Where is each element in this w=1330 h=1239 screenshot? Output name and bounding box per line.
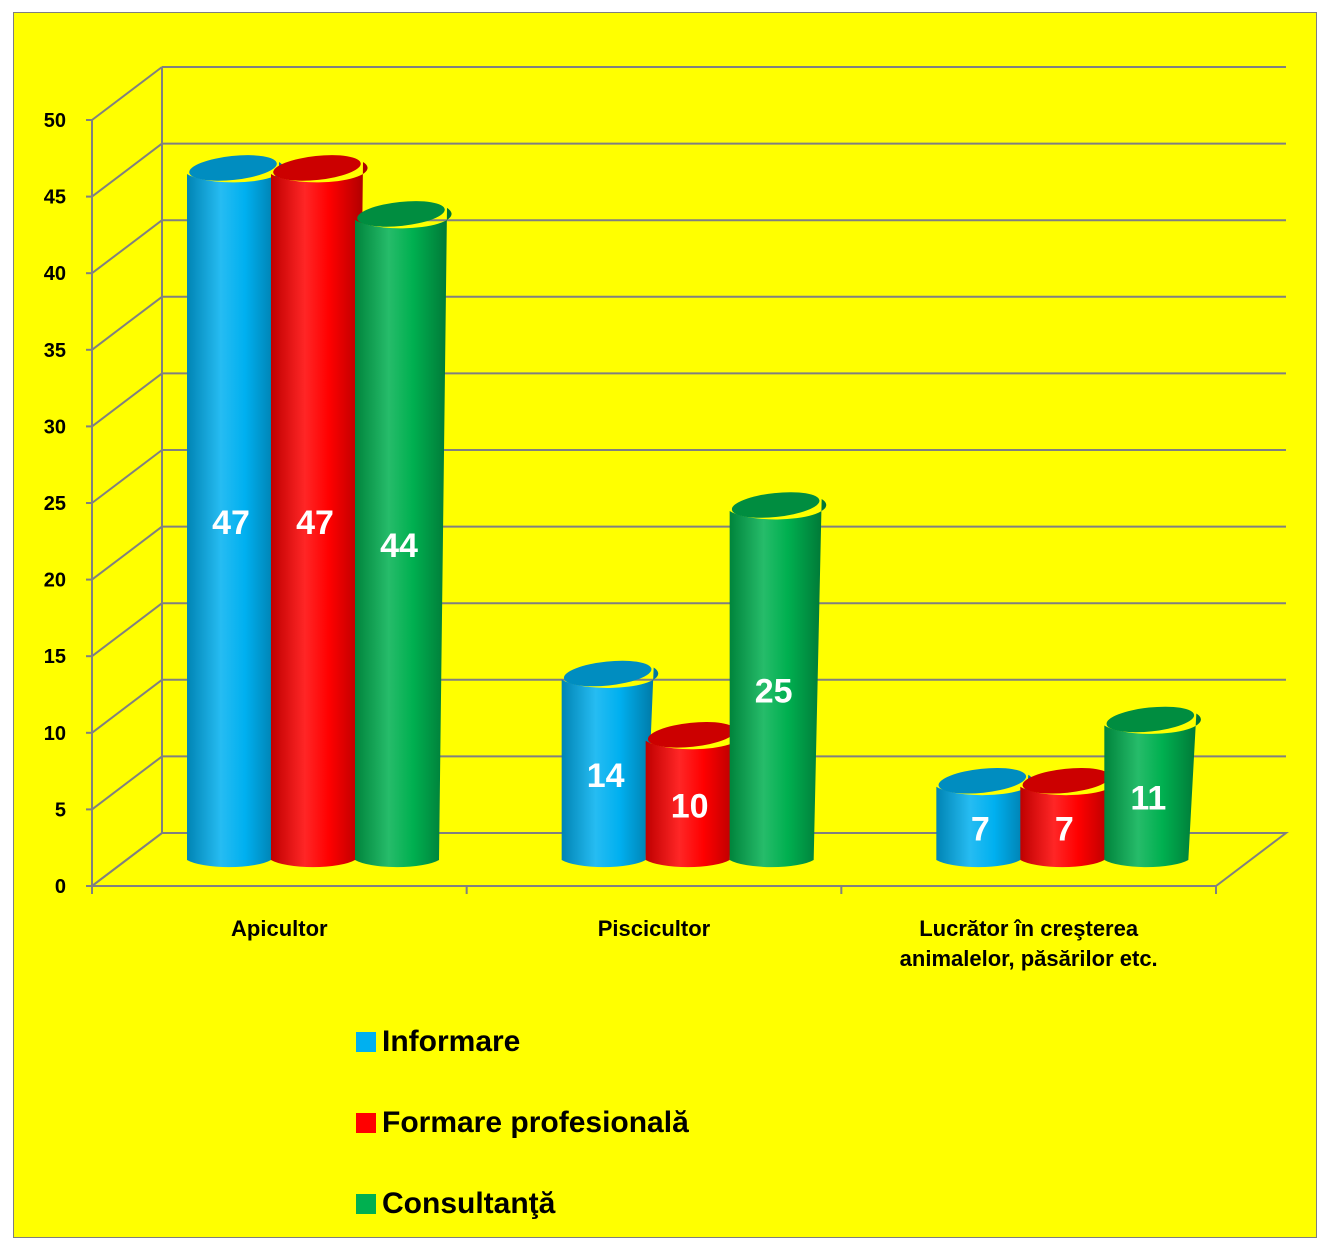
- bar-top: [1022, 767, 1111, 794]
- bar-top: [647, 722, 736, 748]
- gridline-side: [91, 602, 163, 657]
- gridline-side: [91, 142, 163, 198]
- bar-body: [645, 728, 743, 868]
- gridline-side: [91, 449, 163, 504]
- legend-item-formare: Formare profesională: [356, 1106, 689, 1140]
- bar-top: [1106, 706, 1195, 733]
- x-tick-label: Piscicultor: [598, 916, 711, 941]
- gridline-side: [91, 372, 163, 428]
- gridline-side: [91, 679, 163, 734]
- bar-consultan--0: [355, 201, 452, 868]
- legend-swatch-consultanta: [356, 1194, 376, 1214]
- y-tick-label: 40: [44, 263, 66, 285]
- legend-item-informare: Informare: [356, 1025, 520, 1059]
- data-label: 10: [671, 787, 709, 825]
- bar-consultan--1: [729, 492, 827, 868]
- bar-body: [1020, 774, 1117, 868]
- bars: [187, 155, 1201, 868]
- legend-item-consultanta: Consultanţă: [356, 1187, 555, 1221]
- y-tick-label: 5: [55, 799, 66, 821]
- data-label: 14: [587, 757, 625, 795]
- data-label: 7: [971, 810, 990, 848]
- data-label: 44: [380, 527, 418, 565]
- y-tick-label: 45: [44, 187, 66, 209]
- y-tick-label: 30: [44, 416, 66, 438]
- bar-body: [187, 161, 284, 868]
- gridline-side: [91, 219, 163, 274]
- legend-label-consultanta: Consultanţă: [382, 1187, 556, 1220]
- bar-body: [561, 667, 659, 868]
- bar-informare-1: [561, 660, 659, 868]
- axes: 0 5 10 15 20 25 30 35 40 45 50 Apicultor Piscicultor…: [44, 67, 1289, 971]
- data-label: 47: [296, 504, 334, 542]
- y-tick-label: 10: [44, 723, 66, 745]
- bar-body: [1104, 713, 1201, 868]
- x-tick-label: Lucrător în creşterea animalelor, păsăril…: [900, 916, 1158, 971]
- data-label: 11: [1130, 780, 1166, 818]
- y-tick-label: 15: [44, 646, 66, 668]
- y-tick-label: 35: [44, 340, 66, 362]
- bar-body: [936, 774, 1033, 868]
- bar-top: [357, 201, 445, 227]
- gridline-side: [91, 296, 163, 351]
- legend-swatch-informare: [356, 1032, 376, 1052]
- bar-informare-0: [187, 155, 284, 868]
- bar-body: [271, 161, 368, 868]
- bar-top: [189, 155, 277, 181]
- y-tick-label: 0: [55, 876, 66, 898]
- bar-top: [731, 492, 820, 518]
- data-labels: 47 47 44 14 10 25 7 7 11: [212, 504, 1166, 848]
- legend-label-informare: Informare: [382, 1025, 521, 1058]
- bar-consultan--2: [1104, 706, 1201, 868]
- bar-body: [729, 499, 827, 868]
- bar-top: [938, 767, 1027, 794]
- gridline-side: [91, 755, 163, 811]
- legend-label-formare: Formare profesională: [382, 1106, 689, 1139]
- data-label: 47: [212, 504, 250, 542]
- gridline-side: [91, 66, 163, 121]
- bar-formare-profesional--1: [645, 722, 743, 868]
- y-tick-label: 50: [44, 110, 66, 132]
- data-label: 7: [1055, 810, 1074, 848]
- x-tick-label: Apicultor: [231, 916, 328, 941]
- bar-informare-2: [936, 767, 1033, 868]
- bar-formare-profesional--2: [1020, 767, 1117, 868]
- y-tick-label: 20: [44, 570, 66, 592]
- y-tick-label: 25: [44, 493, 66, 515]
- gridline-side: [91, 525, 163, 581]
- bar-top: [273, 155, 361, 181]
- bar-top: [563, 660, 652, 687]
- bar-body: [355, 207, 452, 868]
- legend-swatch-formare: [356, 1113, 376, 1133]
- bar-formare-profesional--0: [271, 155, 368, 868]
- data-label: 25: [755, 673, 793, 711]
